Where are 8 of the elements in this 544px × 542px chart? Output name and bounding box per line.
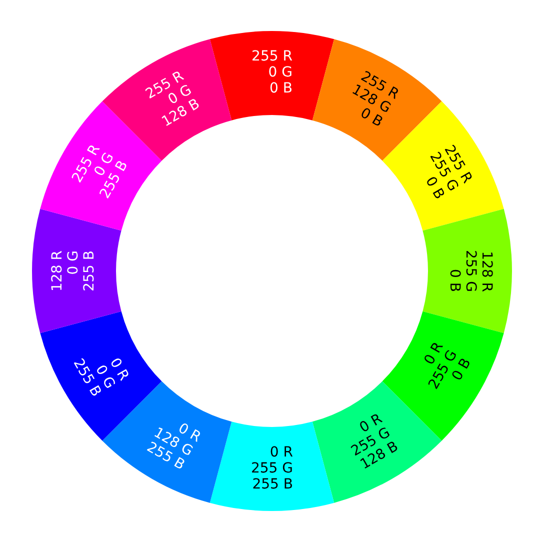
slice-label: 0 R 255 G 255 B	[250, 444, 294, 493]
slice-label: 255 R 0 G 0 B	[252, 48, 293, 97]
slice-label: 128 R 0 G 255 B	[50, 250, 98, 292]
slice-label: 0 R 255 G 128 B	[348, 410, 402, 473]
slice-label: 0 R 128 G 255 B	[144, 420, 204, 474]
slice-label: 255 R 0 G 128 B	[143, 68, 203, 130]
slice-label: 128 R 255 G 0 B	[446, 250, 494, 292]
slice-label: 255 R 128 G 0 B	[348, 68, 402, 131]
